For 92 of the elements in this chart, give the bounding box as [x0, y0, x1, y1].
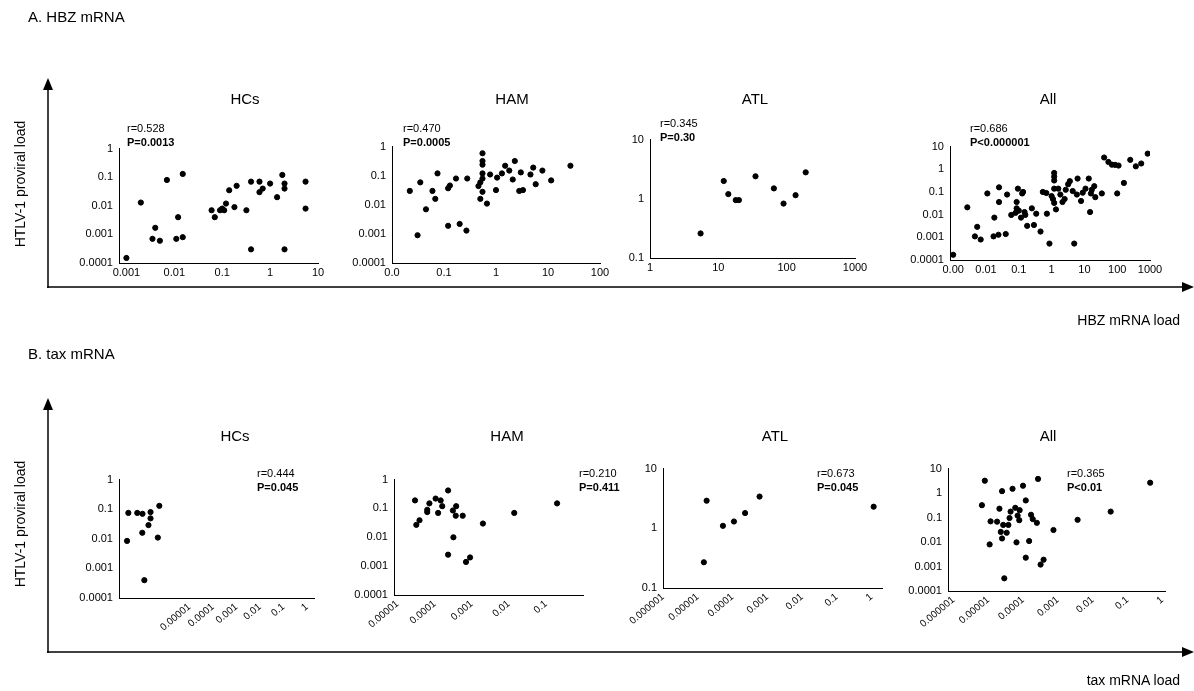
- y-tick-label: 0.1: [926, 510, 942, 523]
- y-tick-label: 10: [929, 461, 942, 474]
- x-tick-label: 0.1: [214, 265, 230, 278]
- chart-title: HCs: [219, 427, 251, 444]
- y-tick-label: 10: [644, 461, 657, 474]
- y-tick-label: 0.01: [366, 530, 388, 543]
- chart-subtitle: B. tax mRNA: [28, 345, 115, 362]
- y-tick-label: 0.01: [91, 531, 113, 544]
- y-tick-label: 1: [106, 472, 113, 485]
- annotation: P=0.30: [660, 131, 696, 143]
- y-tick-label: 1: [935, 486, 942, 499]
- x-tick-label: 0.01: [1073, 593, 1097, 615]
- annotation: P=0.045: [817, 481, 859, 493]
- x-tick-label: 1000: [842, 260, 868, 273]
- y-tick-label: 0.1: [370, 168, 386, 181]
- y-tick-label: 0.1: [628, 251, 644, 264]
- x-tick-label: 0.00: [942, 262, 964, 275]
- y-tick-label: 0.1: [641, 581, 657, 594]
- x-tick-label: 1: [863, 590, 875, 603]
- y-tick-label: 0.001: [358, 226, 386, 239]
- y-tick-label: 0.1: [97, 502, 113, 515]
- y-tick-label: 0.001: [914, 559, 942, 572]
- y-tick-label: 0.01: [920, 535, 942, 548]
- y-tick-label: 0.1: [928, 184, 944, 197]
- y-axis-title: HTLV-1 proviral load: [12, 459, 28, 590]
- annotation: P=0.045: [257, 481, 299, 493]
- x-axis-title: tax mRNA load: [1086, 672, 1180, 688]
- annotation: r=0.365: [1067, 467, 1105, 479]
- y-tick-label: 10: [931, 139, 944, 152]
- chart-title: All: [1038, 427, 1058, 444]
- y-tick-label: 1: [379, 139, 386, 152]
- chart-title: HCs: [229, 90, 261, 107]
- y-tick-label: 0.001: [360, 559, 388, 572]
- y-tick-label: 0.1: [97, 170, 113, 183]
- x-tick-label: 0.01: [783, 590, 806, 612]
- annotation: P=0.0005: [403, 136, 451, 148]
- annotation: r=0.673: [817, 467, 855, 479]
- x-tick-label: 0.1: [822, 590, 841, 609]
- chart-title: HAM: [489, 427, 525, 444]
- chart-title: HAM: [494, 90, 530, 107]
- x-tick-label: 1: [1153, 593, 1166, 606]
- x-tick-label: 0.1: [268, 600, 287, 619]
- y-axis-title: HTLV-1 proviral load: [12, 119, 28, 250]
- x-tick-label: 1: [1048, 262, 1055, 275]
- text: r=0.470: [403, 122, 441, 134]
- y-tick-label: 1: [381, 472, 388, 485]
- y-tick-label: 0.01: [91, 198, 113, 211]
- x-tick-label: 100: [777, 260, 796, 273]
- y-tick-label: 1: [937, 162, 944, 175]
- y-tick-label: 0.001: [85, 227, 113, 240]
- x-tick-label: 0.01: [489, 597, 513, 619]
- x-tick-label: 10: [712, 260, 725, 273]
- chart-title: ATL: [760, 427, 790, 444]
- annotation: r=0.444: [257, 467, 295, 479]
- text: r=0.528: [127, 122, 165, 134]
- x-tick-label: 0.1: [436, 265, 452, 278]
- text: r=0.345: [660, 117, 698, 129]
- x-tick-label: 100: [590, 265, 610, 278]
- annotation: P<0.01: [1067, 481, 1103, 493]
- x-axis-title: HBZ mRNA load: [1077, 312, 1180, 328]
- x-tick-label: 0.1: [1112, 593, 1131, 612]
- y-tick-label: 1: [637, 191, 644, 204]
- x-tick-label: 10: [1078, 262, 1091, 275]
- x-tick-label: 10: [311, 265, 325, 278]
- y-tick-label: 0.001: [916, 230, 944, 243]
- x-tick-label: 0.1: [531, 597, 550, 616]
- y-tick-label: 1: [106, 141, 113, 154]
- x-tick-label: 0.0: [384, 265, 400, 278]
- x-tick-label: 0.1: [1011, 262, 1027, 275]
- y-tick-label: 0.01: [364, 197, 386, 210]
- annotation: P=0.411: [579, 481, 620, 493]
- x-tick-label: 0.01: [975, 262, 997, 275]
- x-tick-label: 1: [298, 600, 311, 613]
- y-tick-label: 10: [631, 132, 644, 145]
- x-tick-label: 10: [541, 265, 555, 278]
- annotation: r=0.210: [579, 467, 617, 479]
- y-tick-label: 0.001: [85, 561, 113, 574]
- y-tick-label: 1: [650, 521, 657, 534]
- x-tick-label: 1000: [1137, 262, 1163, 275]
- y-tick-label: 0.01: [922, 207, 944, 220]
- chart-subtitle: A. HBZ mRNA: [28, 8, 125, 25]
- chart-title: ATL: [740, 90, 770, 107]
- chart-title: All: [1038, 90, 1058, 107]
- x-tick-label: 100: [1108, 262, 1127, 275]
- x-tick-label: 0.01: [163, 265, 186, 278]
- y-tick-label: 0.1: [372, 501, 388, 514]
- x-tick-label: 1: [267, 265, 274, 278]
- annotation: P<0.000001: [970, 136, 1030, 148]
- annotation: P=0.0013: [127, 136, 175, 148]
- text: r=0.686: [970, 122, 1008, 134]
- x-tick-label: 0.01: [241, 600, 264, 622]
- x-tick-label: 1: [492, 265, 500, 278]
